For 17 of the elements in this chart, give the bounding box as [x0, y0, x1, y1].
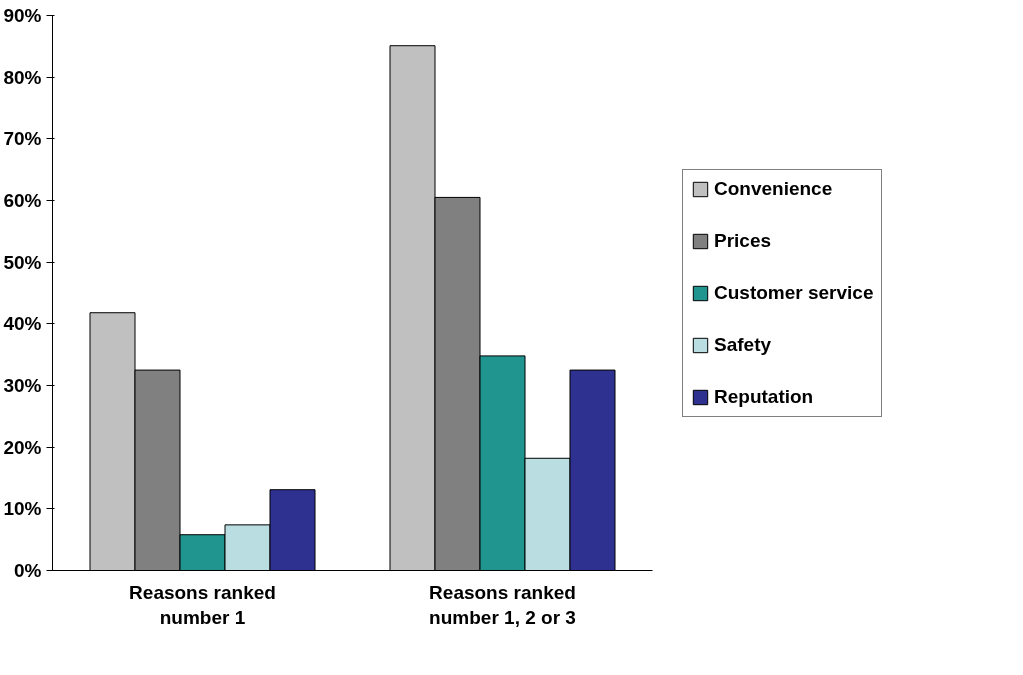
legend-label: Customer service [714, 281, 874, 304]
x-tick-label: Reasons ranked number 1, 2 or 3 [429, 581, 576, 628]
legend-label: Reputation [714, 385, 814, 408]
y-tick-label: 60% [3, 190, 42, 211]
y-tick-label: 70% [3, 128, 42, 150]
y-tick-label: 50% [3, 251, 42, 273]
y-tick-label: 0% [14, 560, 42, 581]
y-tick-label: 80% [3, 66, 42, 88]
y-tick-label: 10% [3, 498, 42, 520]
x-tick-label: Reasons ranked number 1 [129, 581, 276, 628]
legend-label: Prices [714, 229, 772, 252]
legend-label: Convenience [714, 177, 833, 200]
y-tick-label: 20% [3, 436, 42, 458]
y-tick-label: 40% [3, 313, 42, 335]
y-tick-label: 30% [3, 375, 42, 396]
legend-label: Safety [714, 333, 772, 356]
y-tick-label: 90% [3, 5, 42, 26]
